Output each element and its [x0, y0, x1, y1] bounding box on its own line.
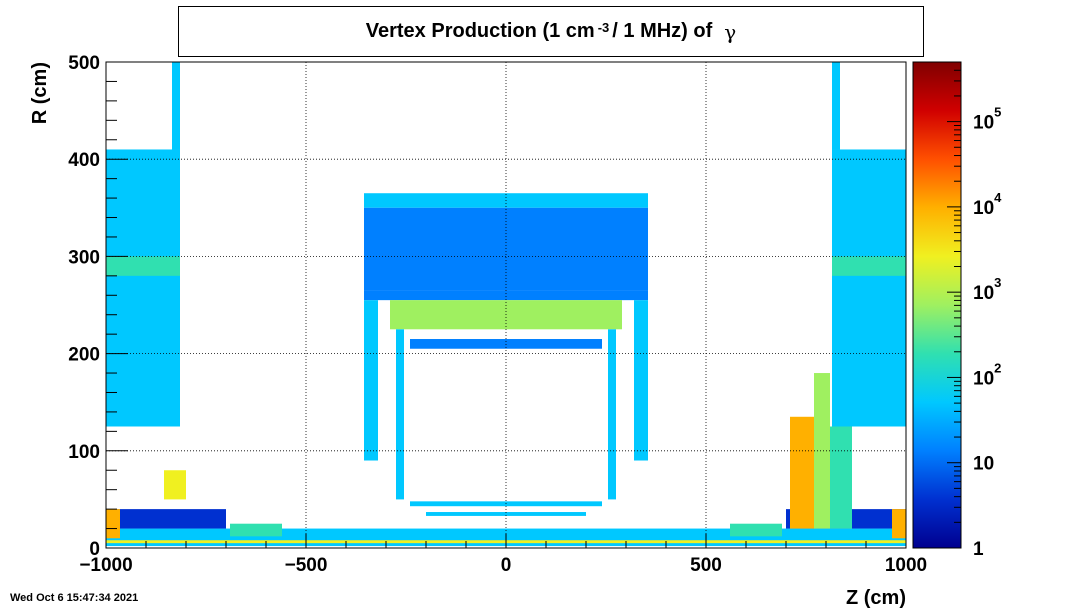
colorbar-tick-label: 102	[973, 360, 1001, 389]
colorbar	[912, 61, 962, 549]
y-tick-label: 200	[68, 345, 100, 366]
heatmap-region	[172, 62, 180, 150]
heatmap-region	[730, 523, 782, 537]
heatmap-region	[106, 256, 180, 276]
colorbar-tick-label: 10	[973, 454, 994, 475]
title-superscript: -3	[597, 20, 610, 35]
timestamp: Wed Oct 6 15:47:34 2021	[10, 592, 139, 604]
colorbar-tick-label: 105	[973, 105, 1001, 134]
heatmap-region	[106, 509, 120, 539]
x-tick-label: 0	[501, 555, 512, 576]
grid-lines	[106, 62, 906, 548]
chart-title: Vertex Production (1 cm -3 / 1 MHz) of γ	[178, 6, 924, 57]
x-axis: −1000 −500 0 500 1000	[79, 534, 927, 576]
x-tick-label: 1000	[885, 555, 927, 576]
heatmap-region	[426, 512, 586, 516]
x-tick-label: −500	[285, 555, 328, 576]
heatmap-region	[396, 329, 404, 500]
heatmap-region	[410, 339, 602, 349]
heatmap-region	[832, 62, 840, 150]
y-tick-label: 300	[68, 247, 100, 268]
title-suffix: / 1 MHz) of	[612, 20, 713, 42]
heatmap-region	[830, 426, 852, 529]
heatmap-region	[364, 300, 378, 461]
heatmap-region	[106, 509, 226, 529]
y-tick-label: 100	[68, 442, 100, 463]
x-tick-label: −1000	[79, 555, 132, 576]
heatmap-region	[790, 416, 816, 529]
heatmap-region	[892, 509, 906, 539]
colorbar-tick-label: 104	[973, 190, 1002, 219]
colorbar-tick-label: 1	[973, 539, 984, 560]
colorbar-tick-label: 103	[973, 275, 1001, 304]
y-axis: 0 100 200 300 400 500	[68, 53, 128, 560]
y-axis-label: R (cm)	[29, 62, 51, 124]
x-tick-label: 500	[690, 555, 722, 576]
heatmap-region	[832, 149, 906, 427]
title-particle: γ	[724, 19, 737, 44]
heatmap-region	[106, 149, 180, 427]
heatmap-region	[814, 373, 830, 529]
y-tick-label: 400	[68, 150, 100, 171]
heatmap-region	[608, 329, 616, 500]
y-tick-label: 0	[89, 539, 100, 560]
x-axis-label: Z (cm)	[846, 587, 906, 609]
heatmap-region	[832, 256, 906, 276]
y-tick-label: 500	[68, 53, 100, 74]
heatmap-region	[164, 470, 186, 500]
heatmap-region	[230, 523, 282, 537]
heatmap-region	[364, 290, 648, 301]
title-prefix: Vertex Production (1 cm	[365, 20, 595, 42]
heatmap-region	[634, 300, 648, 461]
